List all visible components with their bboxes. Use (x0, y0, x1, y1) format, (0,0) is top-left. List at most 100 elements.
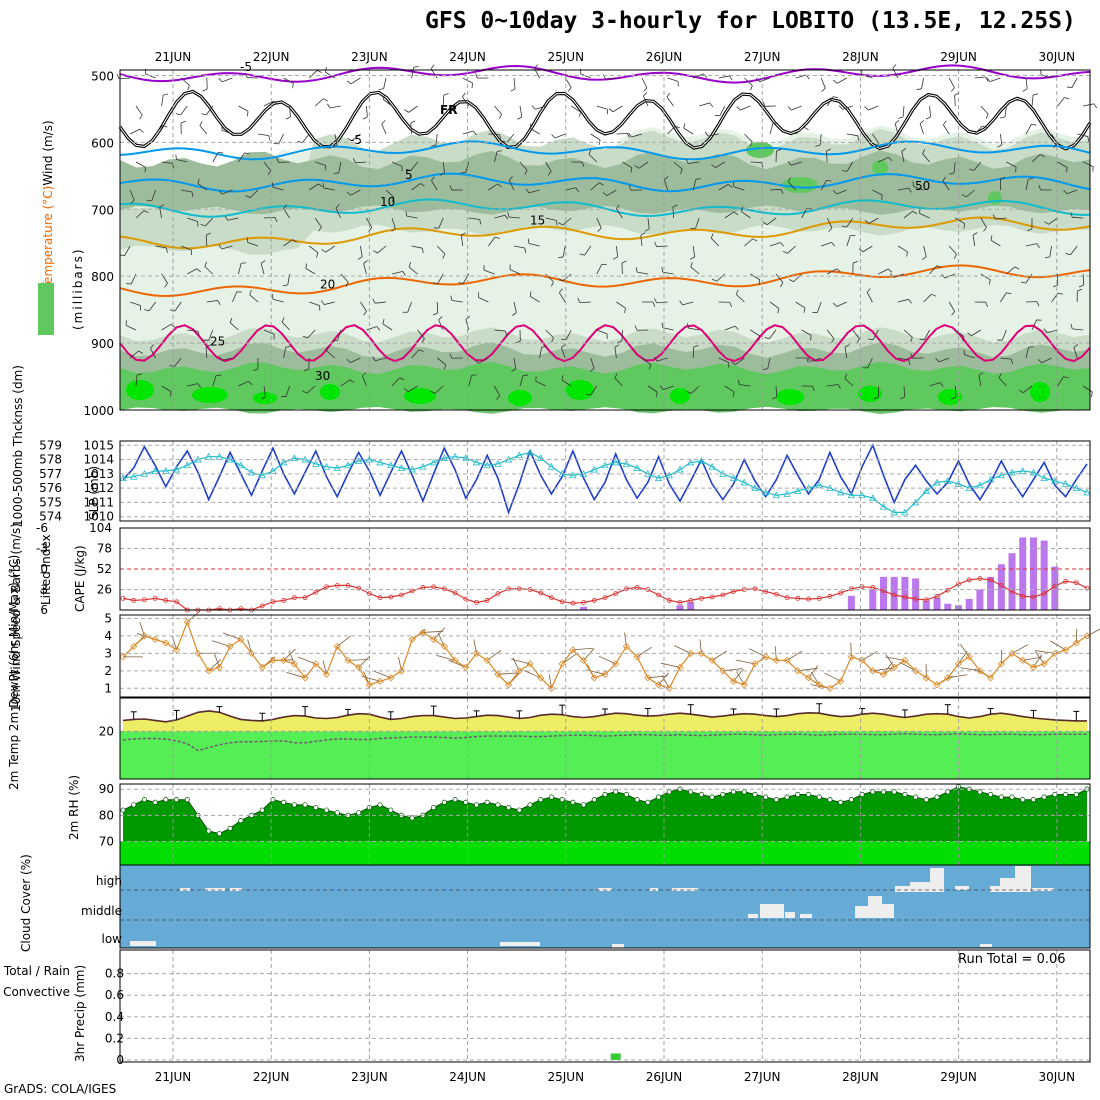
wind-barb-flag (686, 390, 692, 394)
wind-barb-flag (695, 178, 701, 180)
lifted-index-marker (1020, 593, 1026, 599)
wind-barb (283, 77, 294, 84)
lifted-index-marker (677, 600, 683, 605)
wind-barb (204, 266, 214, 275)
rh2m-tick: 70 (99, 834, 114, 848)
wind-barb (125, 324, 137, 331)
rh2m-marker (506, 804, 512, 811)
thickness-marker (419, 462, 427, 470)
wind-barb (181, 189, 193, 193)
wind-barb (283, 239, 293, 247)
cloud-block (800, 914, 812, 918)
thickness-tick: 575 (39, 495, 62, 509)
wind-barb-flag (942, 176, 946, 182)
cape-bar (976, 589, 984, 610)
cloud-block (930, 868, 944, 892)
wind-barb-flag (985, 76, 989, 82)
rh2m-marker (527, 802, 533, 808)
cloud-block (1032, 888, 1054, 891)
wind-barb-flag (431, 176, 435, 181)
wind-barb-flag (335, 204, 340, 209)
wind-speed-marker (847, 653, 855, 661)
day-label-bottom: 30JUN (1039, 1070, 1076, 1084)
wind-barb (787, 245, 796, 254)
wind-barb-flag (653, 356, 658, 362)
wind-barb-flag (579, 253, 585, 256)
wind-barb-flag (654, 298, 657, 304)
isotherm-freezing-inner (119, 90, 1091, 150)
wind-barb-flag (372, 298, 376, 304)
wind-barb (391, 377, 400, 387)
wind-barb (451, 300, 463, 303)
wind-tick: 5 (104, 611, 112, 625)
wind-barb-flag (756, 77, 760, 83)
wind-barb (460, 235, 464, 247)
rh2m-marker (741, 789, 747, 795)
wind-barb (221, 77, 233, 83)
wind-barb-flag (703, 73, 708, 78)
wind-barb (205, 234, 208, 247)
wind-barb (410, 161, 418, 171)
rh2m-marker (977, 789, 983, 795)
wind-barb-flag (471, 83, 473, 89)
rh2m-marker (666, 789, 672, 795)
rh2m-marker (602, 791, 608, 798)
rh2m-marker (152, 799, 158, 805)
dewpoint-base-fill (120, 731, 1090, 779)
wind-barb (972, 235, 976, 247)
wind-barb-flag (244, 152, 250, 155)
thickness-marker (922, 487, 931, 494)
rh2m-marker (484, 799, 490, 805)
wind-speed-marker (751, 660, 759, 668)
wind-barb-10m (636, 646, 652, 658)
wind-barb (656, 357, 668, 362)
wind-barb (350, 189, 361, 196)
wind-barb-10m (1022, 656, 1043, 661)
wind-barb-flag (555, 220, 558, 226)
wind-barb-flag (159, 204, 165, 208)
thickness-tick: 579 (39, 438, 62, 452)
lifted-index-ylabel: Lifted Index (39, 534, 53, 605)
isotherm-label: 20 (320, 277, 335, 291)
wind-barb (407, 385, 418, 392)
rh-blob (404, 388, 436, 404)
wind-barb-flag (616, 204, 620, 210)
wind-barb (519, 105, 523, 117)
rh-legend-swatch (38, 283, 54, 335)
wind-barb-flag (496, 395, 501, 400)
wind-barb-flag (511, 368, 516, 372)
wind-barb-flag (381, 120, 386, 125)
wind-barb-flag (285, 116, 291, 120)
wind-barb-flag (302, 390, 308, 394)
wind-barb-flag (245, 195, 251, 199)
wind-barb (974, 76, 986, 79)
wind-speed-marker (344, 656, 352, 664)
wind-barb (795, 301, 806, 309)
wind-speed-marker (408, 635, 416, 643)
wind-barb-flag (575, 187, 580, 193)
wind-barb-flag (551, 134, 556, 139)
wind-barb (155, 125, 163, 135)
lifted-index-marker (570, 600, 576, 606)
wind-barb-flag (617, 340, 623, 343)
wind-barb (391, 161, 403, 167)
wind-barb (978, 375, 982, 387)
wind-barb (954, 217, 965, 224)
rh-blob (320, 384, 340, 400)
wind-barb-10m (298, 656, 316, 665)
wind-speed-marker (397, 667, 406, 675)
wind-barb-flag (787, 177, 791, 182)
wind-barb-flag (967, 332, 972, 337)
wind-barb (238, 380, 249, 387)
lifted-index-marker (784, 595, 790, 601)
lifted-index-marker (913, 596, 919, 602)
wind-barb (974, 125, 983, 135)
wind-barb-flag (1010, 359, 1014, 365)
wind-barb (1048, 217, 1058, 225)
wind-barb-flag (762, 368, 768, 370)
day-label-bottom: 22JUN (253, 1070, 290, 1084)
wind-barb (438, 319, 444, 331)
wind-speed-marker (247, 649, 256, 657)
wind-barb (897, 187, 909, 191)
lifted-index-marker (142, 597, 147, 603)
